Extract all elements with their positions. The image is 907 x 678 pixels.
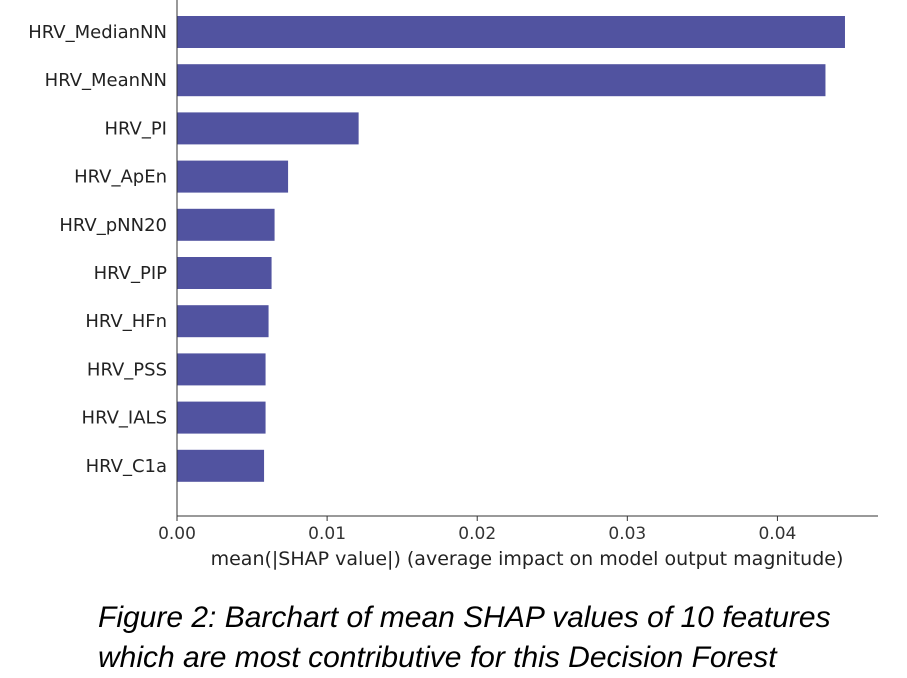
bar-hrv-apen — [177, 160, 289, 193]
x-tick-label: 0.00 — [158, 524, 196, 544]
bar-hrv-pnn20 — [177, 208, 275, 241]
x-tick-label: 0.04 — [758, 524, 796, 544]
bar-hrv-pss — [177, 353, 266, 386]
bar-hrv-pi — [177, 112, 359, 145]
x-tick-label: 0.01 — [308, 524, 346, 544]
category-label: HRV_MedianNN — [28, 22, 167, 43]
shap-bar-chart: HRV_MedianNN HRV_MeanNN HRV_PI HRV_ApEn HRV_… — [28, 0, 878, 570]
x-tick-label: 0.02 — [458, 524, 496, 544]
category-label: HRV_ApEn — [74, 167, 167, 188]
bars-group — [177, 16, 845, 482]
figure-caption: Figure 2: Barchart of mean SHAP values o… — [98, 601, 831, 674]
category-label: HRV_HFn — [85, 311, 167, 332]
category-label: HRV_PI — [104, 118, 167, 139]
category-label: HRV_PIP — [94, 263, 168, 284]
bar-hrv-ials — [177, 401, 266, 434]
bar-hrv-pip — [177, 257, 272, 289]
category-label: HRV_pNN20 — [59, 215, 167, 236]
x-axis-ticks: 0.00 0.01 0.02 0.03 0.04 — [158, 516, 796, 544]
x-tick-label: 0.03 — [608, 524, 646, 544]
bar-hrv-mediannn — [177, 16, 845, 48]
category-label: HRV_PSS — [87, 359, 167, 380]
bar-hrv-meannn — [177, 64, 826, 97]
category-label: HRV_MeanNN — [45, 70, 167, 91]
x-axis-label: mean(|SHAP value|) (average impact on mo… — [211, 548, 844, 570]
category-label: HRV_IALS — [82, 408, 167, 429]
bar-hrv-c1a — [177, 449, 265, 482]
category-label: HRV_C1a — [86, 456, 167, 477]
category-labels: HRV_MedianNN HRV_MeanNN HRV_PI HRV_ApEn HRV_… — [28, 22, 167, 477]
bar-hrv-hfn — [177, 305, 269, 338]
